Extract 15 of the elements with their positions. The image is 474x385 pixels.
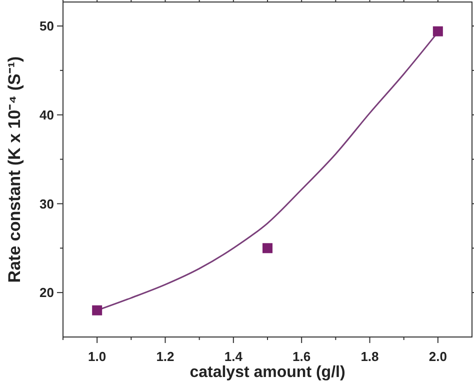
y-tick-label: 20 — [40, 285, 54, 300]
point — [432, 26, 443, 36]
x-tick-label: 1.4 — [224, 349, 244, 364]
y-axis-title: Rate constant (K x 10⁻⁴ (S⁻¹) — [5, 56, 24, 283]
x-tick-label: 2.0 — [428, 349, 447, 364]
y-tick-label: 40 — [40, 107, 54, 122]
x-tick-label: 1.2 — [156, 349, 174, 364]
x-tick-label: 1.6 — [292, 349, 311, 364]
y-tick-label: 50 — [40, 18, 54, 34]
y-tick-label: 30 — [40, 196, 54, 212]
x-axis-title: catalyst amount (g/l) — [190, 364, 346, 381]
point — [92, 305, 102, 316]
x-tick-label: 1.0 — [88, 349, 106, 364]
x-tick-label: 1.8 — [360, 349, 379, 364]
point — [262, 243, 272, 254]
